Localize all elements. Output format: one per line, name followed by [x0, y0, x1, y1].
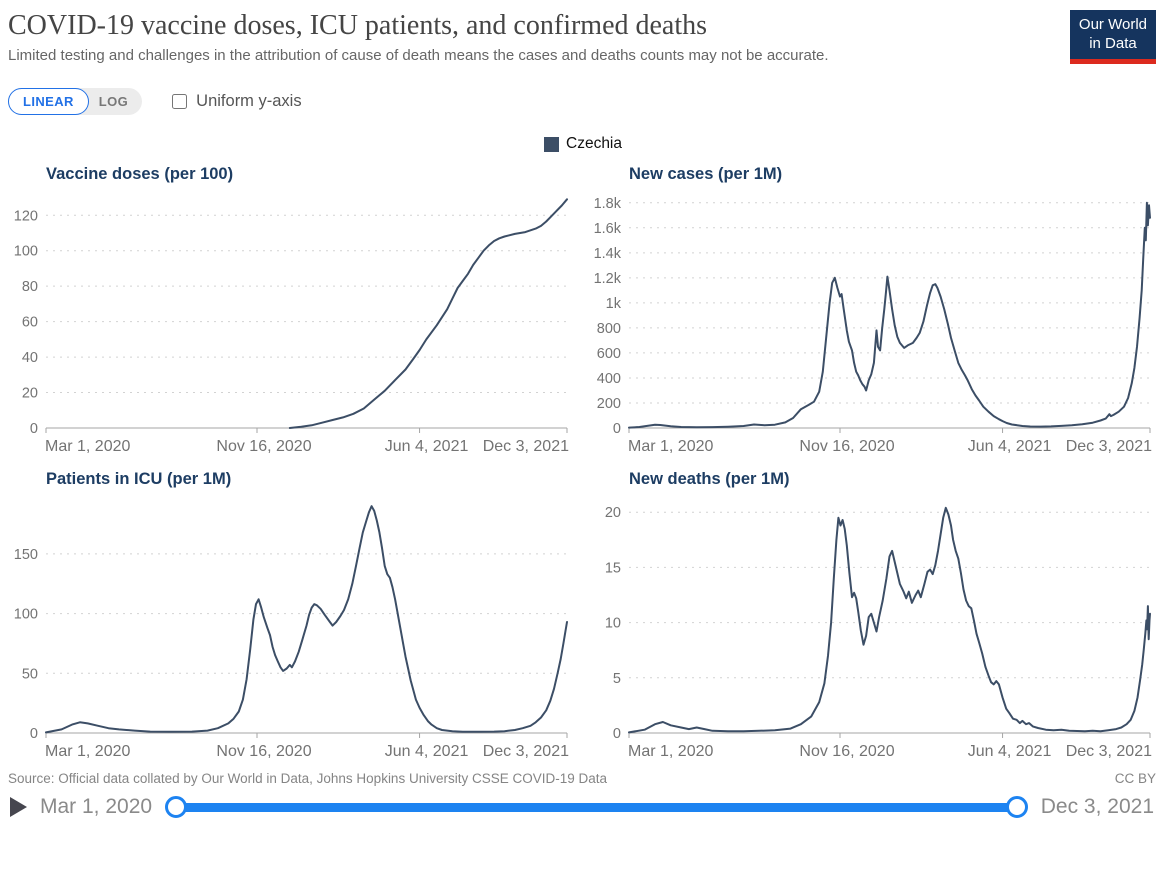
svg-text:Nov 16, 2020: Nov 16, 2020	[799, 438, 894, 455]
svg-text:Nov 16, 2020: Nov 16, 2020	[216, 438, 311, 455]
legend: Czechia	[0, 135, 1166, 153]
scale-toggle: LINEAR LOG	[8, 88, 143, 116]
footer: Source: Official data collated by Our Wo…	[0, 767, 1166, 786]
svg-text:Mar 1, 2020: Mar 1, 2020	[45, 743, 130, 760]
chart-cell-icu-patients: Patients in ICU (per 1M) 0 50 100 150 Mar 1,…	[0, 462, 583, 767]
controls-row: LINEAR LOG Uniform y-axis	[8, 88, 1166, 116]
svg-text:400: 400	[597, 371, 621, 387]
svg-text:0: 0	[613, 421, 621, 437]
timeline: Mar 1, 2020 Dec 3, 2021	[0, 786, 1166, 819]
svg-text:Dec 3, 2021: Dec 3, 2021	[1066, 743, 1152, 760]
log-button[interactable]: LOG	[98, 94, 129, 110]
svg-text:Mar 1, 2020: Mar 1, 2020	[628, 743, 713, 760]
source-note: Source: Official data collated by Our Wo…	[8, 771, 608, 787]
chart-plot-icu-patients[interactable]: 0 50 100 150 Mar 1, 2020 Nov 16, 2020 Jun 4, 2…	[0, 489, 583, 767]
svg-text:1.6k: 1.6k	[594, 221, 622, 237]
svg-text:Nov 16, 2020: Nov 16, 2020	[216, 743, 311, 760]
page-subtitle: Limited testing and challenges in the at…	[8, 47, 829, 65]
svg-text:1.4k: 1.4k	[594, 246, 622, 262]
svg-text:0: 0	[613, 726, 621, 742]
svg-text:Jun 4, 2021: Jun 4, 2021	[968, 438, 1052, 455]
svg-text:Dec 3, 2021: Dec 3, 2021	[483, 743, 569, 760]
svg-text:600: 600	[597, 346, 621, 362]
svg-text:Mar 1, 2020: Mar 1, 2020	[628, 438, 713, 455]
svg-text:Jun 4, 2021: Jun 4, 2021	[968, 743, 1052, 760]
linear-button[interactable]: LINEAR	[8, 88, 89, 116]
chart-cell-new-deaths: New deaths (per 1M) 0 5 10 15 20 Mar 1, 2020 N…	[583, 462, 1166, 767]
legend-label-czechia[interactable]: Czechia	[566, 135, 622, 153]
svg-text:40: 40	[22, 350, 38, 366]
owid-logo[interactable]: Our World in Data	[1069, 10, 1156, 64]
svg-text:120: 120	[14, 208, 38, 224]
timeline-start-handle[interactable]	[165, 796, 188, 819]
chart-title: New deaths (per 1M)	[629, 470, 790, 489]
play-icon[interactable]	[10, 797, 27, 818]
timeline-end-label: Dec 3, 2021	[1040, 795, 1154, 819]
svg-text:Jun 4, 2021: Jun 4, 2021	[385, 438, 469, 455]
svg-text:0: 0	[30, 421, 38, 437]
legend-swatch	[544, 136, 559, 152]
timeline-track[interactable]	[176, 802, 1017, 812]
chart-title: New cases (per 1M)	[629, 165, 783, 184]
svg-text:Dec 3, 2021: Dec 3, 2021	[483, 438, 569, 455]
timeline-slider[interactable]	[165, 795, 1028, 819]
svg-text:Jun 4, 2021: Jun 4, 2021	[385, 743, 469, 760]
uniform-y-axis-checkbox[interactable]	[172, 94, 188, 110]
header: COVID-19 vaccine doses, ICU patients, an…	[0, 8, 1166, 64]
timeline-end-handle[interactable]	[1005, 796, 1028, 819]
chart-cell-new-cases: New cases (per 1M) 0 200 400 600 800 1k 1.2k 1.…	[583, 157, 1166, 462]
chart-title: Vaccine doses (per 100)	[46, 165, 234, 184]
svg-text:Dec 3, 2021: Dec 3, 2021	[1066, 438, 1152, 455]
owid-logo-line2: in Data	[1089, 34, 1137, 52]
timeline-start-label: Mar 1, 2020	[40, 795, 153, 819]
svg-text:20: 20	[605, 505, 621, 521]
svg-text:100: 100	[14, 244, 38, 260]
svg-text:0: 0	[30, 726, 38, 742]
page-title: COVID-19 vaccine doses, ICU patients, an…	[8, 10, 708, 41]
svg-text:10: 10	[605, 616, 621, 632]
license-label: CC BY	[1114, 771, 1156, 787]
svg-text:1.2k: 1.2k	[594, 271, 622, 287]
svg-text:15: 15	[605, 561, 621, 577]
chart-plot-new-cases[interactable]: 0 200 400 600 800 1k 1.2k 1.4k 1.6k 1.8k Mar 1, 20…	[583, 184, 1166, 462]
svg-text:Nov 16, 2020: Nov 16, 2020	[799, 743, 894, 760]
svg-text:20: 20	[22, 386, 38, 402]
svg-text:80: 80	[22, 279, 38, 295]
svg-text:60: 60	[22, 315, 38, 331]
svg-text:5: 5	[613, 671, 621, 687]
chart-plot-vaccine-doses[interactable]: 0 20 40 60 80 100 120 Mar 1, 2020 Nov 16, 2020 Ju…	[0, 184, 583, 462]
svg-text:1k: 1k	[606, 296, 622, 312]
svg-text:800: 800	[597, 321, 621, 337]
chart-grid: Vaccine doses (per 100) 0 20 40 60 80 100 120 M…	[0, 157, 1166, 767]
uniform-y-axis-label: Uniform y-axis	[196, 92, 302, 111]
uniform-y-axis-control: Uniform y-axis	[172, 92, 302, 111]
owid-logo-line1: Our World	[1078, 16, 1147, 33]
svg-text:100: 100	[14, 607, 38, 623]
svg-text:Mar 1, 2020: Mar 1, 2020	[45, 438, 130, 455]
svg-text:150: 150	[14, 547, 38, 563]
svg-text:50: 50	[22, 666, 38, 682]
chart-cell-vaccine-doses: Vaccine doses (per 100) 0 20 40 60 80 100 120 M…	[0, 157, 583, 462]
svg-text:1.8k: 1.8k	[594, 196, 622, 212]
svg-text:200: 200	[597, 396, 621, 412]
chart-plot-new-deaths[interactable]: 0 5 10 15 20 Mar 1, 2020 Nov 16, 2020 Jun 4, 20…	[583, 489, 1166, 767]
chart-title: Patients in ICU (per 1M)	[46, 470, 232, 489]
